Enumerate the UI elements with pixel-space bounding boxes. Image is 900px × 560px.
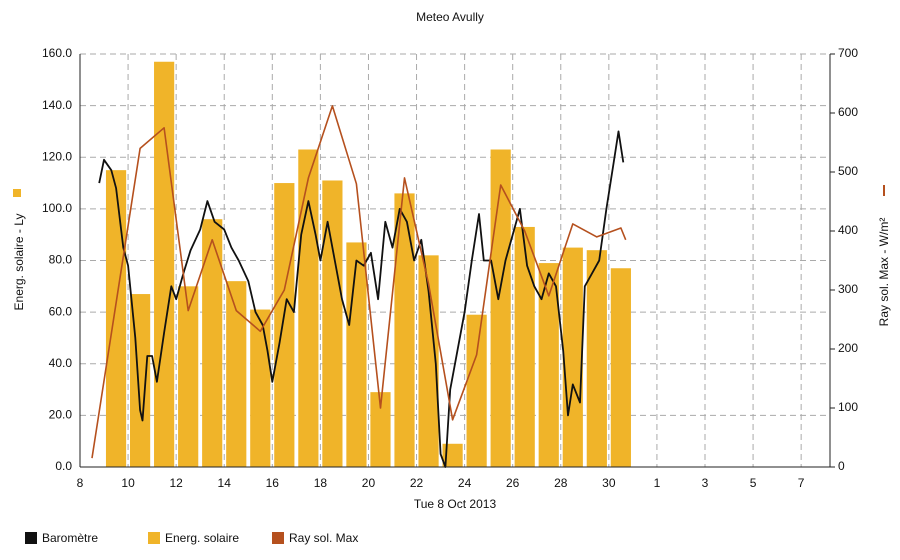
bar <box>226 281 247 467</box>
y-tick-label: 120.0 <box>42 149 72 163</box>
y-tick-label: 100.0 <box>42 201 72 215</box>
x-tick-label: 5 <box>750 476 757 490</box>
x-tick-label: 28 <box>554 476 568 490</box>
x-tick-label: 12 <box>169 476 183 490</box>
y2-tick-label: 200 <box>838 341 858 355</box>
x-tick-label: 8 <box>77 476 84 490</box>
x-tick-label: 22 <box>410 476 424 490</box>
bar <box>610 268 631 467</box>
legend-swatch <box>148 532 160 544</box>
x-tick-label: 30 <box>602 476 616 490</box>
line <box>91 105 627 459</box>
y2-tick-label: 300 <box>838 282 858 296</box>
y2-tick-label: 400 <box>838 223 858 237</box>
bar <box>250 309 271 467</box>
x-tick-label: 18 <box>314 476 328 490</box>
y-tick-label: 160.0 <box>42 46 72 60</box>
bar <box>274 183 295 467</box>
y2-axis-label: Ray sol. Max - W/m² <box>877 218 891 327</box>
y-tick-label: 140.0 <box>42 98 72 112</box>
bar <box>394 193 415 467</box>
bar <box>178 286 199 467</box>
x-axis-label: Tue 8 Oct 2013 <box>414 497 497 511</box>
bar <box>154 61 175 468</box>
bar <box>514 226 535 467</box>
legend-swatch <box>25 532 37 544</box>
legend-label: Baromètre <box>42 531 98 545</box>
y-tick-label: 80.0 <box>49 253 73 267</box>
x-tick-label: 16 <box>266 476 280 490</box>
x-tick-label: 20 <box>362 476 376 490</box>
bar <box>322 180 343 467</box>
bar <box>298 149 319 467</box>
bar <box>466 314 487 467</box>
legend-swatch <box>272 532 284 544</box>
y2-tick-label: 500 <box>838 164 858 178</box>
y2-tick-label: 0 <box>838 459 845 473</box>
legend-label: Ray sol. Max <box>289 531 358 545</box>
y-axis-label: Energ. solaire - Ly <box>12 214 26 311</box>
y2-tick-label: 600 <box>838 105 858 119</box>
legend-label: Energ. solaire <box>165 531 239 545</box>
bar <box>562 247 583 467</box>
y-tick-label: 40.0 <box>49 356 73 370</box>
x-tick-label: 3 <box>702 476 709 490</box>
bar <box>346 242 367 467</box>
y2-tick-label: 100 <box>838 400 858 414</box>
bar <box>202 219 223 467</box>
x-tick-label: 26 <box>506 476 520 490</box>
bar <box>490 149 511 467</box>
y-tick-label: 0.0 <box>55 459 72 473</box>
x-tick-label: 10 <box>121 476 135 490</box>
bar <box>442 443 463 467</box>
y-tick-label: 60.0 <box>49 304 73 318</box>
x-tick-label: 1 <box>654 476 661 490</box>
y2-tick-label: 700 <box>838 46 858 60</box>
bar <box>586 250 607 467</box>
y-tick-label: 20.0 <box>49 408 73 422</box>
x-tick-label: 24 <box>458 476 472 490</box>
bar <box>370 392 391 467</box>
x-tick-label: 14 <box>218 476 232 490</box>
bar <box>538 263 559 467</box>
chart-title: Meteo Avully <box>416 10 484 24</box>
y-axis-key <box>13 189 21 197</box>
bar <box>105 170 127 467</box>
x-tick-label: 7 <box>798 476 805 490</box>
line <box>98 130 625 468</box>
